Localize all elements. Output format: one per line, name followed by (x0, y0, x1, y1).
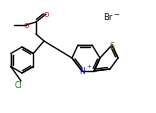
Text: −: − (113, 12, 119, 18)
Text: +: + (86, 63, 91, 68)
Text: Cl: Cl (14, 80, 22, 89)
Text: S: S (110, 41, 114, 50)
Text: O: O (43, 12, 49, 18)
Text: N: N (79, 67, 85, 76)
Text: O: O (23, 23, 29, 29)
Text: Br: Br (103, 12, 112, 21)
